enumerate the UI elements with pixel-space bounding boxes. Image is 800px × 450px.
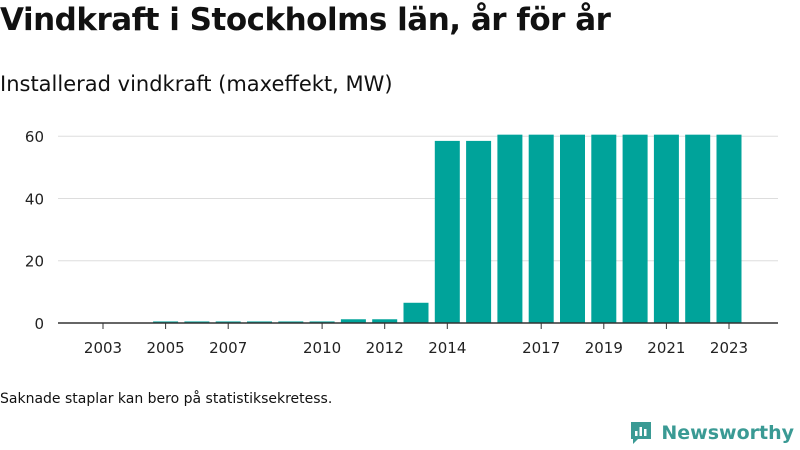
bar-2017 xyxy=(528,134,554,323)
x-tick-label: 2010 xyxy=(303,339,341,357)
x-tick-label: 2021 xyxy=(647,339,685,357)
bar-2005 xyxy=(153,321,179,323)
bar-2023 xyxy=(716,134,742,323)
chart-subtitle: Installerad vindkraft (maxeffekt, MW) xyxy=(0,72,393,96)
bar-2021 xyxy=(653,134,679,323)
bars xyxy=(153,134,742,323)
bar-2019 xyxy=(591,134,617,323)
bar-2018 xyxy=(560,134,585,323)
x-tick-label: 2012 xyxy=(366,339,404,357)
bar-2011 xyxy=(340,319,366,323)
bar-2007 xyxy=(215,321,241,323)
x-tick-label: 2023 xyxy=(710,339,748,357)
bar-2016 xyxy=(497,134,523,323)
x-tick-label: 2014 xyxy=(428,339,466,357)
x-tick-label: 2017 xyxy=(522,339,560,357)
y-axis-labels: 0 20 40 60 xyxy=(25,128,44,333)
bar-2008 xyxy=(247,321,272,323)
x-tick-label: 2003 xyxy=(84,339,122,357)
bar-2006 xyxy=(184,321,210,323)
bar-2022 xyxy=(685,134,711,323)
x-tick-label: 2019 xyxy=(585,339,623,357)
x-tick-label: 2007 xyxy=(209,339,247,357)
y-tick-label: 40 xyxy=(25,190,44,208)
bar-2014 xyxy=(434,140,460,323)
newsworthy-logo-icon xyxy=(631,422,652,444)
x-axis-ticks: 2003 2005 2007 2010 2012 2014 2017 2019 2021 2023 xyxy=(84,323,748,357)
brand-logo[interactable]: Newsworthy xyxy=(629,420,794,446)
y-tick-label: 60 xyxy=(25,128,44,146)
bar-2012 xyxy=(372,319,398,323)
bar-2013 xyxy=(403,302,429,323)
bar-chart: 0 20 40 60 2003 2005 2007 2010 2012 2014 2017 2019… xyxy=(25,128,778,357)
x-tick-label: 2005 xyxy=(147,339,185,357)
bar-2010 xyxy=(309,321,335,323)
y-tick-label: 0 xyxy=(34,315,44,333)
chart-title: Vindkraft i Stockholms län, år för år xyxy=(0,2,611,38)
y-tick-label: 20 xyxy=(25,253,44,271)
bar-2009 xyxy=(278,321,304,323)
brand-name: Newsworthy xyxy=(661,422,794,444)
footnote: Saknade staplar kan bero på statistiksek… xyxy=(0,391,333,407)
bar-2020 xyxy=(622,134,648,323)
bar-2015 xyxy=(466,140,492,323)
